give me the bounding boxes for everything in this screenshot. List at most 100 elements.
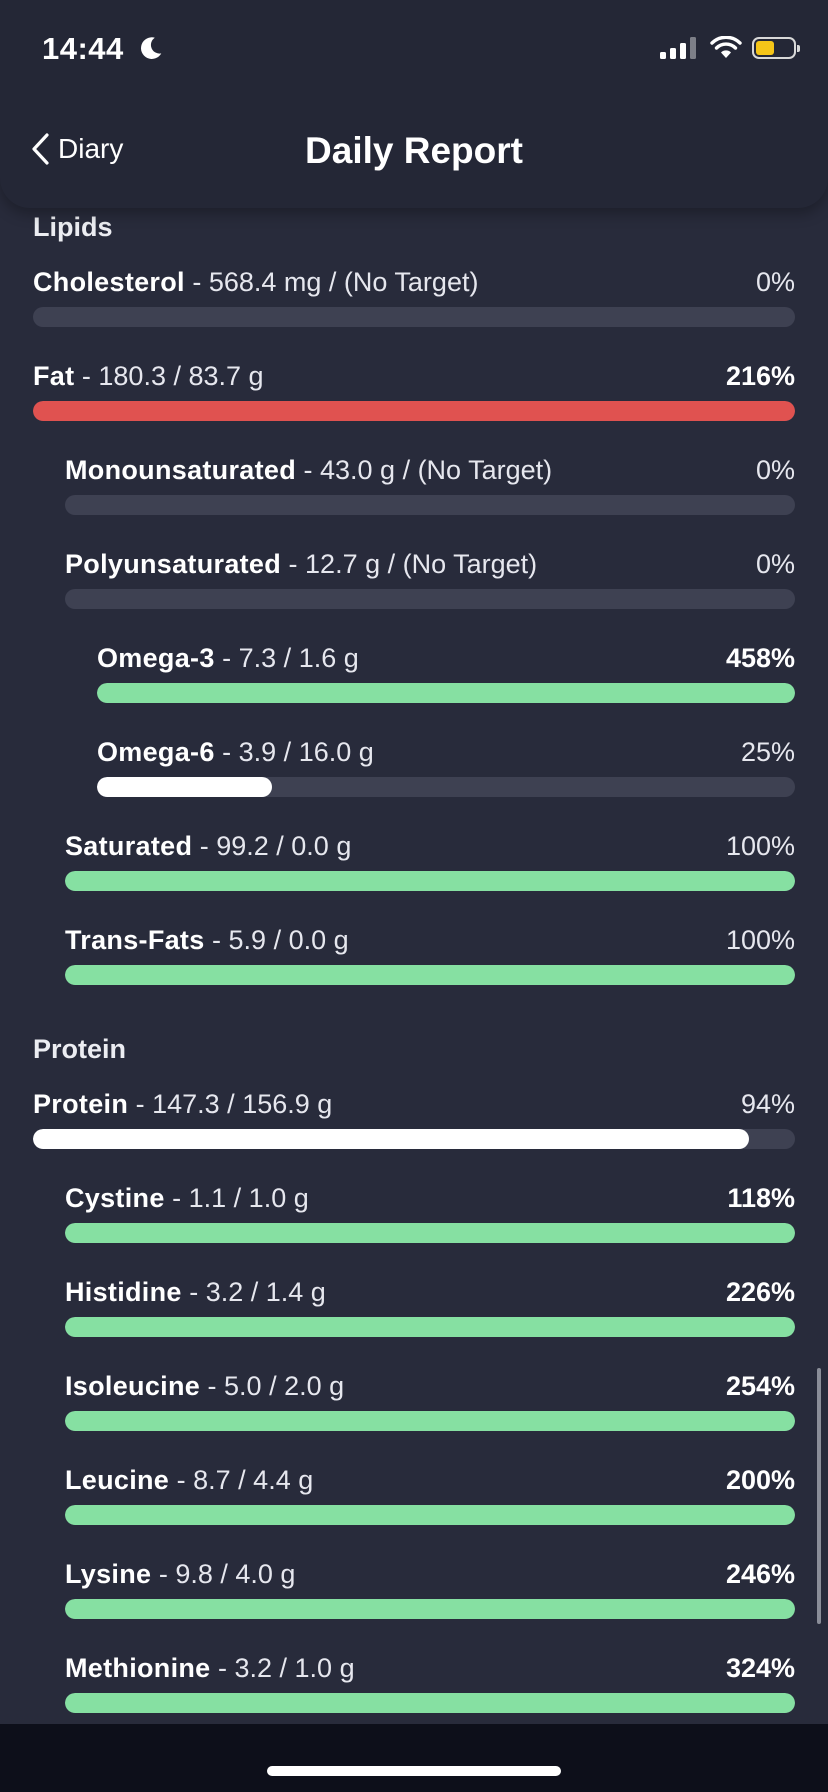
nutrient-amount: - 5.0 / 2.0 g xyxy=(200,1371,345,1401)
nutrient-amount: - 12.7 g / (No Target) xyxy=(281,549,538,579)
nutrient-amount: - 9.8 / 4.0 g xyxy=(151,1559,296,1589)
progress-track xyxy=(65,589,795,609)
nutrient-percent: 0% xyxy=(755,549,795,579)
progress-track xyxy=(65,1411,795,1431)
nutrient-amount: - 1.1 / 1.0 g xyxy=(164,1183,309,1213)
nav-header: 14:44 Diary Daily Report xyxy=(0,0,828,208)
nutrient-amount: - 180.3 / 83.7 g xyxy=(74,361,264,391)
nutrient-amount: - 3.2 / 1.4 g xyxy=(181,1277,326,1307)
nutrient-row-trans-fats[interactable]: Trans-Fats - 5.9 / 0.0 g 100% xyxy=(65,923,795,985)
nutrient-amount: - 147.3 / 156.9 g xyxy=(128,1089,333,1119)
nutrient-percent: 324% xyxy=(725,1653,795,1683)
nutrient-row-histidine[interactable]: Histidine - 3.2 / 1.4 g 226% xyxy=(65,1275,795,1337)
nutrient-amount: - 43.0 g / (No Target) xyxy=(296,455,553,485)
progress-fill xyxy=(65,1223,795,1243)
progress-track xyxy=(65,965,795,985)
nutrient-percent: 0% xyxy=(755,267,795,297)
nutrient-amount: - 8.7 / 4.4 g xyxy=(169,1465,314,1495)
progress-track xyxy=(65,1693,795,1713)
nutrient-percent: 0% xyxy=(755,455,795,485)
moon-icon xyxy=(141,37,162,59)
nutrient-row-omega-3[interactable]: Omega-3 - 7.3 / 1.6 g 458% xyxy=(97,641,795,703)
nutrient-percent: 458% xyxy=(725,643,795,673)
nutrient-row-cystine[interactable]: Cystine - 1.1 / 1.0 g 118% xyxy=(65,1181,795,1243)
nutrient-percent: 118% xyxy=(727,1183,795,1213)
progress-track xyxy=(33,307,795,327)
progress-fill xyxy=(65,1505,795,1525)
progress-track xyxy=(33,401,795,421)
home-bar xyxy=(0,1724,828,1792)
progress-fill xyxy=(65,1599,795,1619)
progress-track xyxy=(97,777,795,797)
section-title-protein: Protein xyxy=(33,1034,127,1064)
back-button[interactable]: Diary xyxy=(30,132,123,166)
chevron-left-icon xyxy=(32,133,49,165)
nutrient-percent: 94% xyxy=(740,1089,795,1119)
status-icons xyxy=(660,36,800,60)
progress-fill xyxy=(97,777,272,797)
nutrient-name: Leucine xyxy=(65,1465,170,1495)
section-title-lipids: Lipids xyxy=(33,212,113,242)
nutrient-name: Monounsaturated xyxy=(65,455,296,485)
nutrient-amount: - 5.9 / 0.0 g xyxy=(204,925,349,955)
nutrient-amount: - 3.9 / 16.0 g xyxy=(214,737,374,767)
nutrient-row-lysine[interactable]: Lysine - 9.8 / 4.0 g 246% xyxy=(65,1557,795,1619)
nutrient-name: Fat xyxy=(33,361,75,391)
nutrient-name: Isoleucine xyxy=(65,1371,201,1401)
nutrient-name: Saturated xyxy=(65,831,193,861)
scrollbar[interactable] xyxy=(817,1368,821,1624)
nutrient-row-monounsaturated[interactable]: Monounsaturated - 43.0 g / (No Target) 0% xyxy=(65,453,795,515)
nutrient-row-protein[interactable]: Protein - 147.3 / 156.9 g 94% xyxy=(33,1087,795,1149)
progress-track xyxy=(65,871,795,891)
nutrient-name: Histidine xyxy=(65,1277,182,1307)
progress-track xyxy=(33,1129,795,1149)
progress-fill xyxy=(65,1693,795,1713)
nutrient-percent: 200% xyxy=(725,1465,795,1495)
progress-fill xyxy=(65,871,795,891)
nutrient-row-saturated[interactable]: Saturated - 99.2 / 0.0 g 100% xyxy=(65,829,795,891)
wifi-icon xyxy=(710,36,742,58)
nutrient-amount: - 3.2 / 1.0 g xyxy=(210,1653,355,1683)
cellular-signal-icon xyxy=(660,37,696,59)
nutrient-row-isoleucine[interactable]: Isoleucine - 5.0 / 2.0 g 254% xyxy=(65,1369,795,1431)
progress-track xyxy=(65,1223,795,1243)
nutrient-amount: - 7.3 / 1.6 g xyxy=(214,643,359,673)
nutrient-name: Lysine xyxy=(65,1559,152,1589)
nutrient-name: Cystine xyxy=(65,1183,165,1213)
progress-fill xyxy=(65,1411,795,1431)
page-title: Daily Report xyxy=(305,130,523,171)
progress-fill xyxy=(33,401,795,421)
nutrient-percent: 100% xyxy=(725,831,795,861)
nutrient-row-omega-6[interactable]: Omega-6 - 3.9 / 16.0 g 25% xyxy=(97,735,795,797)
nutrient-row-polyunsaturated[interactable]: Polyunsaturated - 12.7 g / (No Target) 0% xyxy=(65,547,795,609)
nutrient-amount: - 99.2 / 0.0 g xyxy=(192,831,352,861)
nutrient-row-cholesterol[interactable]: Cholesterol - 568.4 mg / (No Target) 0% xyxy=(33,265,795,327)
progress-track xyxy=(65,1599,795,1619)
progress-track xyxy=(97,683,795,703)
battery-icon xyxy=(752,37,800,59)
nutrient-name: Cholesterol xyxy=(33,267,185,297)
progress-fill xyxy=(65,965,795,985)
progress-track xyxy=(65,1317,795,1337)
status-time: 14:44 xyxy=(42,31,124,66)
progress-fill xyxy=(97,683,795,703)
nutrient-name: Trans-Fats xyxy=(65,925,205,955)
progress-fill xyxy=(33,1129,750,1149)
progress-track xyxy=(65,1505,795,1525)
nutrient-percent: 216% xyxy=(725,361,795,391)
home-indicator[interactable] xyxy=(267,1766,561,1776)
nutrient-name: Omega-6 xyxy=(97,737,215,767)
nutrient-name: Methionine xyxy=(65,1653,211,1683)
back-label: Diary xyxy=(58,133,124,164)
nutrient-percent: 100% xyxy=(725,925,795,955)
progress-fill xyxy=(65,1317,795,1337)
nutrient-row-leucine[interactable]: Leucine - 8.7 / 4.4 g 200% xyxy=(65,1463,795,1525)
nutrient-amount: - 568.4 mg / (No Target) xyxy=(184,267,479,297)
nutrient-name: Omega-3 xyxy=(97,643,215,673)
nutrient-row-fat[interactable]: Fat - 180.3 / 83.7 g 216% xyxy=(33,359,795,421)
nutrient-row-methionine[interactable]: Methionine - 3.2 / 1.0 g 324% xyxy=(65,1651,795,1713)
nutrient-name: Protein xyxy=(33,1089,129,1119)
battery-level xyxy=(756,41,774,55)
nutrient-name: Polyunsaturated xyxy=(65,549,282,579)
nutrient-percent: 226% xyxy=(725,1277,795,1307)
